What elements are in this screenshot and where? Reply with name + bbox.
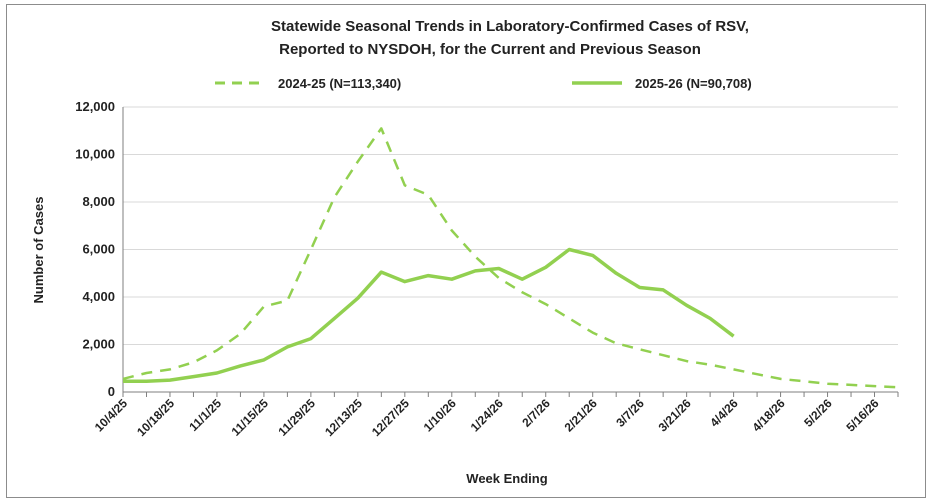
x-tick-label: 5/16/26 (843, 396, 881, 434)
x-tick-label: 12/13/25 (322, 396, 365, 439)
x-tick-label: 10/18/25 (134, 396, 177, 439)
x-tick-label: 4/4/26 (707, 396, 741, 430)
series-line-2025-26 (123, 247, 735, 384)
x-tick-label: 4/18/26 (749, 396, 787, 434)
x-tick-label: 2/21/26 (562, 396, 600, 434)
y-tick-label: 8,000 (82, 194, 115, 209)
chart-title-line-2: Reported to NYSDOH, for the Current and … (279, 41, 701, 58)
x-tick-label: 11/29/25 (276, 396, 319, 439)
legend-label-2024-25: 2024-25 (N=113,340) (278, 76, 401, 91)
y-tick-label: 0 (108, 384, 115, 399)
x-tick-label: 11/1/25 (186, 396, 224, 434)
x-tick-label: 10/4/25 (92, 396, 130, 434)
x-tick-label: 2/7/26 (519, 396, 553, 430)
x-tick-label: 1/10/26 (421, 396, 459, 434)
x-tick-label: 1/24/26 (468, 396, 506, 434)
x-tick-label: 11/15/25 (229, 396, 272, 439)
chart-frame (6, 4, 926, 498)
y-tick-label: 12,000 (75, 99, 115, 114)
data-series (122, 127, 899, 389)
y-axis-title: Number of Cases (31, 197, 46, 304)
x-axis-ticks: 10/4/25 10/18/25 11/1/25 11/15/25 11/29/25 12… (92, 392, 899, 439)
gridlines (122, 106, 898, 393)
x-tick-label: 12/27/25 (369, 396, 412, 439)
x-axis-title: Week Ending (466, 471, 547, 486)
series-line-2024-25 (122, 127, 899, 389)
y-tick-label: 2,000 (82, 337, 115, 352)
x-tick-label: 3/7/26 (613, 396, 647, 430)
y-axis-ticks: 0 2,000 4,000 6,000 8,000 10,000 12,000 (75, 99, 115, 399)
y-tick-label: 6,000 (82, 242, 115, 257)
x-tick-label: 3/21/26 (656, 396, 694, 434)
chart-title-line-1: Statewide Seasonal Trends in Laboratory-… (271, 18, 749, 35)
legend-label-2025-26: 2025-26 (N=90,708) (635, 76, 752, 91)
y-tick-label: 4,000 (82, 289, 115, 304)
x-tick-label: 5/2/26 (801, 396, 835, 430)
y-tick-label: 10,000 (75, 147, 115, 162)
